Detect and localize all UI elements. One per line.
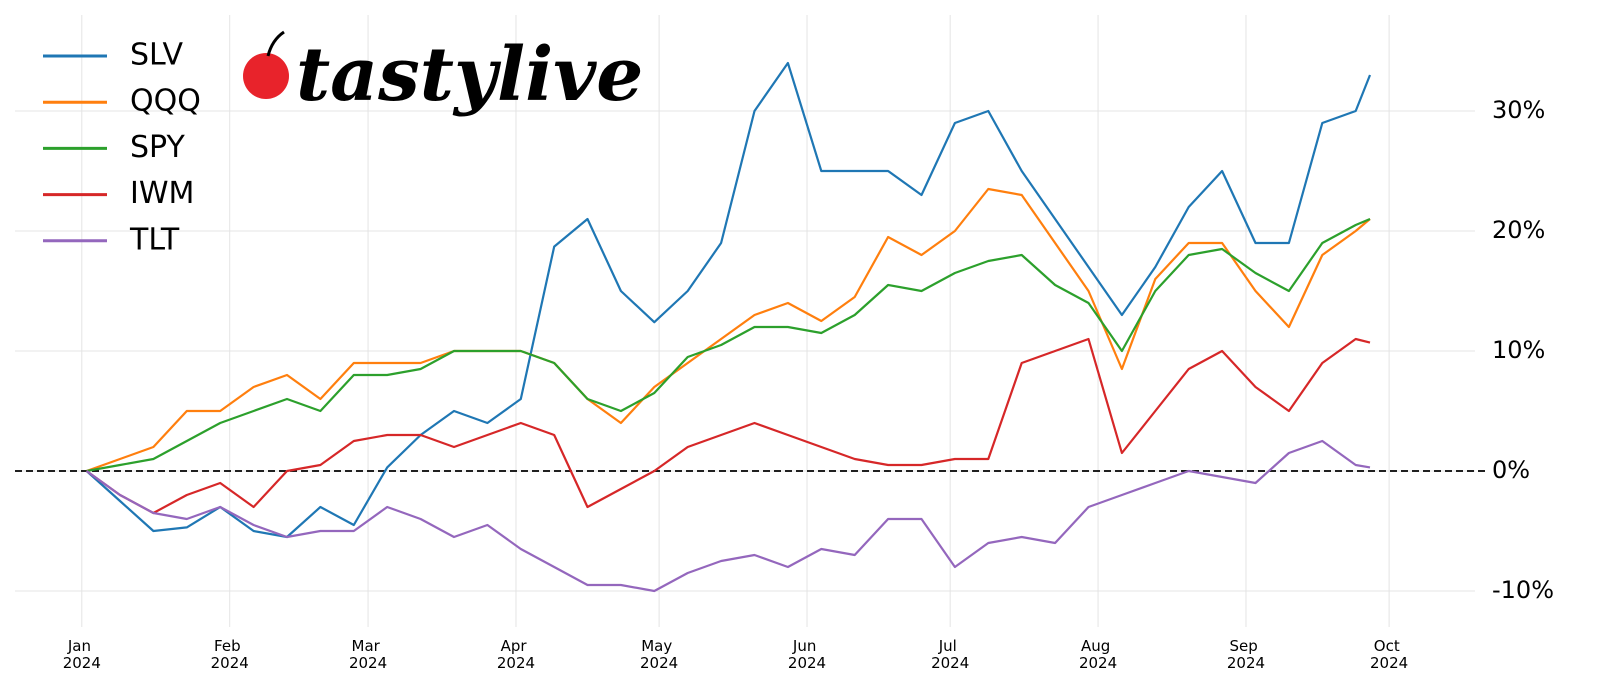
y-tick-label: -10% [1492, 576, 1554, 604]
legend-label: SPY [130, 130, 185, 165]
x-tick-label: Oct 2024 [1370, 637, 1408, 672]
logo-stem [266, 30, 285, 57]
x-tick-label: Jul 2024 [931, 637, 969, 672]
logo-text: tastylive [296, 32, 643, 118]
line [85, 439, 1371, 593]
y-tick-label: 0% [1492, 456, 1530, 484]
x-tick-label: Apr 2024 [497, 637, 535, 672]
y-tick-label: 30% [1492, 96, 1545, 124]
x-tick-label: Feb 2024 [211, 637, 249, 672]
legend-label: SLV [130, 38, 183, 73]
legend-label: QQQ [130, 84, 201, 119]
line [85, 61, 1372, 539]
logo: tastylive [243, 30, 643, 118]
grid [15, 15, 1475, 627]
x-tick-label: Mar 2024 [349, 637, 387, 672]
x-tick-label: Jun 2024 [788, 637, 826, 672]
x-tick-label: Sep 2024 [1227, 637, 1265, 672]
line [86, 187, 1371, 473]
line [86, 217, 1371, 473]
y-tick-label: 20% [1492, 216, 1545, 244]
x-tick-label: Aug 2024 [1079, 637, 1117, 672]
legend-label: TLT [129, 222, 180, 257]
x-tick-label: May 2024 [640, 637, 678, 672]
legend-label: IWM [130, 176, 194, 211]
logo-cherry [243, 53, 289, 99]
y-tick-label: 10% [1492, 336, 1545, 364]
x-tick-label: Jan 2024 [63, 637, 101, 672]
legend: SLV QQQ SPY IWM TLT [43, 38, 201, 257]
line [85, 337, 1371, 515]
